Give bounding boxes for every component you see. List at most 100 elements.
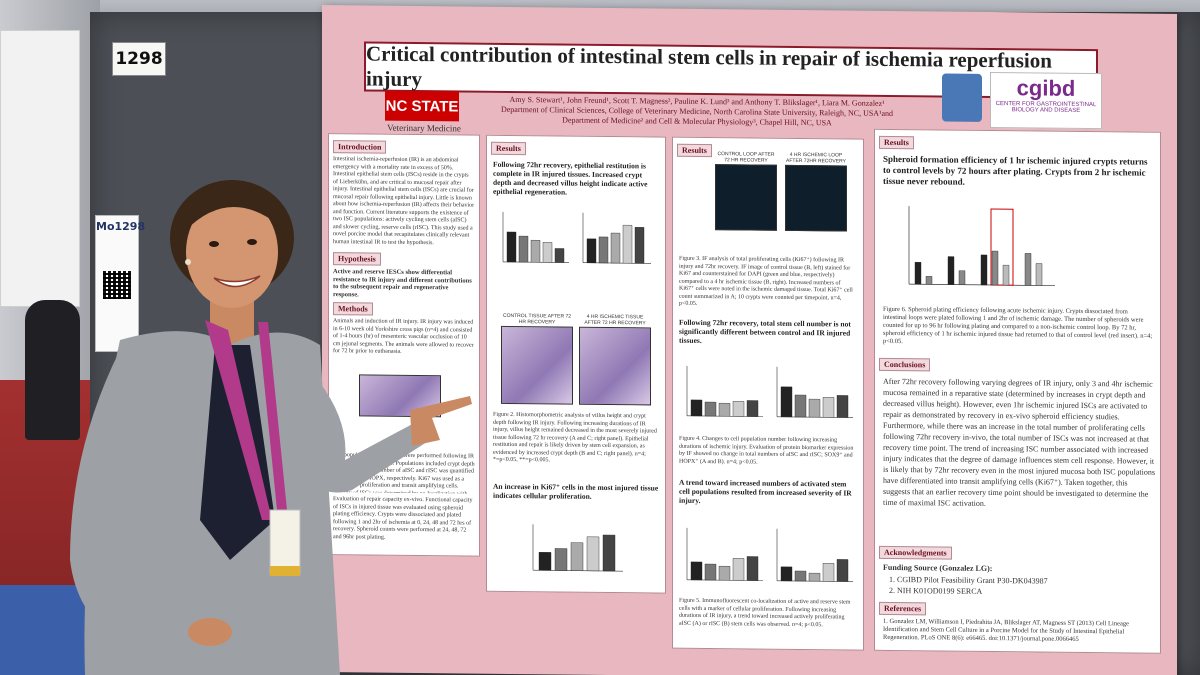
fig2a-bars-bar — [554, 248, 565, 263]
fig3-ischemic-label: 4 HR ISCHEMIC LOOP AFTER 72HR RECOVERY — [786, 151, 846, 165]
poster-column-3: Results CONTROL LOOP AFTER 72 HR RECOVER… — [672, 136, 864, 651]
results-5-heading: Spheroid formation efficiency of 1 hr is… — [883, 153, 1148, 187]
fig3a-bars-bar — [554, 548, 568, 571]
fig4b-bars-bar — [822, 397, 835, 418]
presenter-lanyard-right — [258, 322, 288, 520]
fig4b-bars-bar — [808, 398, 821, 418]
fig2a-bars-bar — [542, 242, 553, 263]
fig4a-bars-bar — [718, 402, 731, 417]
fig4a-bars-bar — [704, 401, 717, 417]
nc-state-logo: NC STATE — [385, 90, 459, 122]
presenter-left-hand — [188, 618, 232, 646]
neighbor-poster-board — [0, 30, 80, 307]
fig4b-bars-bar — [794, 394, 807, 418]
presenter-earring — [185, 259, 191, 265]
background-attendee — [25, 300, 80, 440]
presenter-top — [200, 345, 275, 560]
fig2b-bars-bar — [586, 238, 597, 264]
fig2a-bars-bar — [518, 235, 529, 263]
unc-logo-icon — [942, 73, 982, 122]
conclusions-heading: Conclusions — [879, 357, 931, 372]
fig2-bar-charts — [502, 211, 651, 264]
fig2-chart-b — [582, 212, 651, 264]
fig6-bars-bar — [1024, 253, 1032, 286]
fig3-control-label: CONTROL LOOP AFTER 72 HR RECOVERY — [717, 151, 775, 164]
fig6-bars-bar — [925, 276, 933, 285]
fig5-bar-charts — [686, 527, 853, 582]
fig2-control-histology: CONTROL TISSUE AFTER 72 HR RECOVERY — [501, 313, 573, 405]
fig2b-bars-bar — [634, 227, 645, 264]
methods-text-repair: Evaluation of repair capacity ex-vivo. F… — [333, 496, 473, 541]
fig2-ischemic-label: 4 HR ISCHEMIC TISSUE AFTER 72 HR RECOVER… — [584, 313, 646, 327]
results-heading-col3: Results — [677, 143, 712, 158]
presenter-hairline — [186, 192, 280, 230]
results-2-heading: An increase in Ki67⁺ cells in the most i… — [493, 481, 659, 501]
fig4a-bars-bar — [732, 401, 745, 417]
cgibd-logo: cgibd CENTER FOR GASTROINTESTINAL BIOLOG… — [990, 71, 1102, 130]
fig4-bar-charts — [686, 365, 853, 418]
fig3a-bars-bar — [602, 534, 616, 572]
fig6-bars-bar — [1035, 263, 1043, 286]
fig2b-bars-bar — [622, 224, 633, 264]
results-heading-col2: Results — [491, 141, 526, 156]
fig5a-bars-bar — [704, 563, 717, 581]
cgibd-logo-mark: cgibd — [1016, 75, 1076, 101]
fig5b-bars-bar — [808, 572, 821, 582]
fig2-caption: Figure 2. Histomorphometric analysis of … — [493, 411, 657, 464]
fig5a-bars-bar — [718, 565, 731, 581]
fig3a-bar-chart — [532, 524, 623, 572]
fig5b-bars-bar — [836, 559, 849, 582]
fig6-bars-bar — [1002, 264, 1010, 286]
fig2-chart-a — [502, 211, 569, 263]
fig6-bars-bar — [958, 270, 966, 285]
fig6-bars-bar — [947, 256, 955, 285]
fig5b-bars-bar — [822, 563, 835, 582]
fig6-caption: Figure 6. Spheroid plating efficiency fo… — [883, 305, 1153, 346]
fig5a-bars-bar — [690, 561, 703, 581]
presenter-left-arm — [70, 350, 210, 650]
qr-code-icon — [103, 271, 131, 299]
fig5b-bars-bar — [794, 570, 807, 582]
poster-column-1: Introduction Intestinal ischemia-reperfu… — [328, 133, 480, 557]
fig2b-bars-bar — [610, 232, 621, 264]
fig3-caption: Figure 3. IF analysis of total prolifera… — [679, 255, 853, 307]
introduction-heading: Introduction — [333, 140, 387, 154]
results-3-heading: Following 72hr recovery, total stem cell… — [679, 317, 851, 345]
research-poster: Critical contribution of intestinal stem… — [322, 5, 1177, 675]
fig6-bars-bar — [991, 250, 999, 286]
fig5a-bars-bar — [732, 558, 745, 581]
fig4a-bars-bar — [690, 399, 703, 417]
presenter-lanyard — [205, 320, 272, 520]
nc-state-logo-subtitle: Veterinary Medicine — [387, 122, 461, 134]
hypothesis-heading: Hypothesis — [333, 252, 381, 266]
fig2a-bars-bar — [506, 231, 517, 263]
fig2a-bars-bar — [530, 239, 541, 263]
presenter-smile — [213, 275, 261, 288]
fig2b-bars-bar — [598, 236, 609, 264]
author-block: Amy S. Stewart¹, John Freund¹, Scott T. … — [472, 95, 922, 130]
fig6-highlight-box — [990, 208, 1014, 286]
references-heading: References — [879, 601, 927, 616]
flyer-code: Mo1298 — [96, 220, 146, 233]
fig6-bars-bar — [914, 262, 922, 285]
fig4b-bars-bar — [836, 395, 849, 418]
fig5b-bars-bar — [780, 566, 793, 582]
fig4a-bars-bar — [746, 400, 759, 417]
fig6-spheroid-chart — [908, 206, 1055, 287]
acknowledgments-heading: Acknowledgments — [879, 545, 952, 560]
presenter-left-eye — [209, 241, 219, 247]
fig6-bars-bar — [980, 254, 988, 286]
results-4-heading: A trend toward increased numbers of acti… — [679, 477, 852, 505]
references-text: 1. Gonzalez LM, Williamson I, Piedrahita… — [883, 617, 1129, 643]
poster-title: Critical contribution of intestinal stem… — [364, 41, 1098, 100]
fig2-control-label: CONTROL TISSUE AFTER 72 HR RECOVERY — [502, 312, 572, 326]
presenter-badge-ribbon — [270, 566, 300, 576]
poster-column-2: Results Following 72hr recovery, epithel… — [486, 134, 666, 594]
methods-heading: Methods — [333, 302, 373, 316]
fig3-control-if-image: CONTROL LOOP AFTER 72 HR RECOVERY — [715, 151, 777, 231]
results-heading-col4: Results — [879, 135, 914, 150]
presenter-badge — [269, 509, 301, 575]
fig3a-bars-bar — [570, 542, 584, 571]
fig4b-bars-bar — [780, 386, 793, 418]
